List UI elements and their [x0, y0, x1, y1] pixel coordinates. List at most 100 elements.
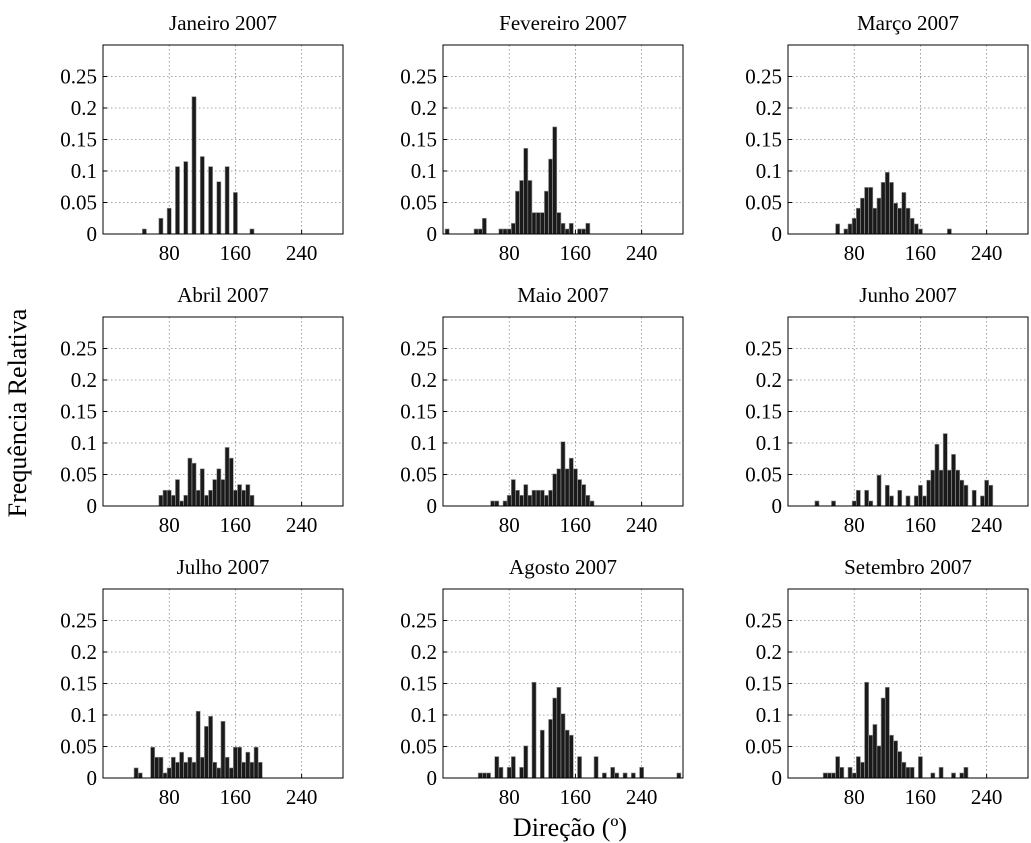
- histogram-bar: [539, 729, 545, 779]
- histogram-bar: [544, 190, 549, 235]
- histogram-bar: [237, 484, 242, 507]
- subplot-3: Março 2007 0 0.05 0.1 0.15 0.2 0.25 80 160 240: [745, 11, 1029, 265]
- histogram-bar: [519, 766, 524, 779]
- histogram-bar: [556, 212, 562, 235]
- histogram-bar: [444, 228, 450, 235]
- histogram-bar: [482, 772, 487, 779]
- histogram-bar: [868, 734, 874, 779]
- x-tick-label: 160: [220, 513, 252, 537]
- histogram-bar: [839, 766, 845, 779]
- histogram-bar: [199, 468, 205, 507]
- histogram-bar: [249, 494, 255, 507]
- x-tick-label: 80: [159, 241, 180, 265]
- histogram-bar: [502, 500, 508, 507]
- histogram-bar: [893, 202, 898, 235]
- histogram-bar: [872, 207, 878, 235]
- histogram-bar: [241, 761, 247, 779]
- histogram-bar: [889, 734, 894, 779]
- x-tick-label: 240: [286, 785, 318, 809]
- histogram-bar: [905, 766, 911, 779]
- axes-box: [787, 44, 1029, 235]
- y-tick-label: 0: [772, 766, 783, 790]
- subplot-1: Janeiro 2007 0 0.05 0.1 0.15 0.2 0.25 80 160 240: [60, 11, 344, 265]
- histogram-bar: [552, 697, 558, 779]
- histogram-bar: [897, 489, 903, 507]
- histogram-bar: [918, 484, 923, 507]
- axes-box: [102, 316, 344, 507]
- histogram-bar: [963, 484, 969, 507]
- histogram-bar: [951, 772, 956, 779]
- x-tick-label: 160: [220, 241, 252, 265]
- histogram-bar: [831, 772, 836, 779]
- x-tick-label: 240: [286, 513, 318, 537]
- histogram-bar: [573, 468, 578, 507]
- histogram-bar: [212, 761, 218, 779]
- y-tick-label: 0.15: [60, 400, 97, 424]
- x-tick-label: 240: [626, 241, 658, 265]
- histogram-bar: [897, 207, 903, 235]
- histogram-bar: [531, 681, 537, 779]
- subplot-9: Setembro 2007 0 0.05 0.1 0.15 0.2 0.25 80 160 240: [745, 555, 1029, 809]
- subplot-8: Agosto 2007 0 0.05 0.1 0.15 0.2 0.25 80 160 240: [400, 555, 684, 809]
- histogram-bar: [150, 746, 156, 779]
- histogram-bar: [876, 474, 882, 507]
- histogram-bar: [868, 500, 874, 507]
- subplot-title: Junho 2007: [859, 283, 956, 307]
- histogram-bar: [922, 495, 927, 507]
- y-tick-label: 0.1: [71, 703, 97, 727]
- histogram-bar: [473, 228, 479, 235]
- histogram-bar: [535, 212, 541, 235]
- subplot-title: Março 2007: [857, 11, 959, 35]
- histogram-bar: [860, 197, 865, 235]
- histogram-bar: [191, 462, 197, 507]
- histogram-bar: [585, 494, 591, 507]
- histogram-bar: [170, 494, 176, 507]
- histogram-bar: [183, 494, 189, 507]
- histogram-bar: [864, 489, 869, 507]
- histogram-bar: [477, 772, 483, 779]
- subplot-4: Abril 2007 0 0.05 0.1 0.15 0.2 0.25 80 160 240: [60, 283, 344, 537]
- histogram-bar: [187, 756, 193, 779]
- histogram-bar: [905, 207, 911, 235]
- subplot-title: Julho 2007: [177, 555, 270, 579]
- histogram-bar: [581, 228, 587, 235]
- y-tick-label: 0.1: [71, 431, 97, 455]
- histogram-bar: [137, 772, 143, 779]
- histogram-bar: [133, 767, 139, 779]
- histogram-bar: [577, 228, 582, 235]
- y-tick-label: 0.2: [756, 640, 782, 664]
- histogram-bar: [827, 772, 832, 779]
- histogram-bar: [498, 228, 504, 235]
- histogram-bar: [593, 756, 599, 779]
- x-tick-label: 80: [159, 513, 180, 537]
- y-tick-label: 0.25: [400, 609, 437, 633]
- histogram-bar: [855, 489, 861, 507]
- histogram-bar: [510, 479, 516, 507]
- y-tick-label: 0.2: [71, 640, 97, 664]
- histogram-bar: [884, 686, 890, 779]
- histogram-bar: [835, 223, 841, 235]
- y-tick-label: 0.25: [745, 337, 782, 361]
- histogram-bar: [208, 715, 213, 779]
- histogram-bar: [971, 489, 977, 507]
- histogram-bar: [506, 766, 512, 779]
- histogram-bar: [175, 479, 180, 507]
- histogram-bar: [162, 772, 168, 779]
- histogram-bar: [204, 494, 209, 507]
- axes-box: [787, 588, 1029, 779]
- histogram-bar: [216, 767, 222, 779]
- histogram-bar: [162, 489, 168, 507]
- histogram-bar: [814, 500, 820, 507]
- histogram-bar: [519, 180, 524, 235]
- histogram-bar: [568, 457, 574, 507]
- histogram-bar: [913, 223, 919, 235]
- histogram-bar: [822, 772, 828, 779]
- y-tick-label: 0.05: [400, 463, 437, 487]
- histogram-bar: [228, 457, 234, 507]
- histogram-bar: [889, 182, 894, 235]
- histogram-bar: [502, 228, 508, 235]
- histogram-bar: [494, 756, 500, 779]
- x-tick-label: 160: [560, 513, 592, 537]
- y-tick-label: 0.2: [411, 640, 437, 664]
